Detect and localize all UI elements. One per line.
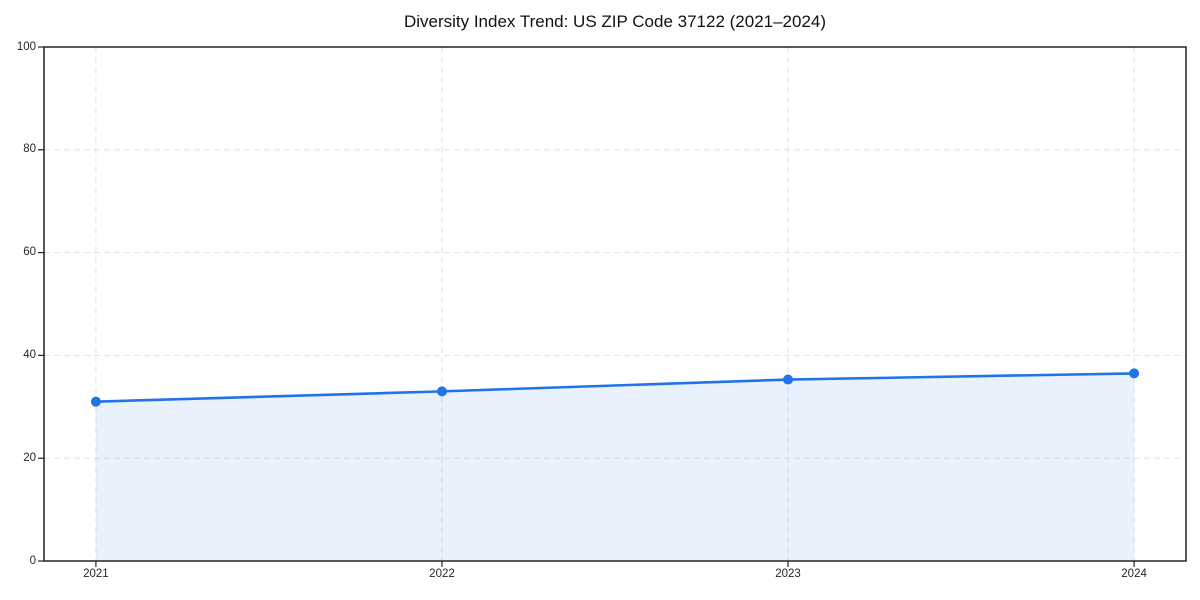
data-point-marker (90, 396, 101, 407)
plot-area (38, 46, 1187, 567)
y-tick-label: 60 (23, 246, 36, 259)
y-tick-label: 80 (23, 143, 36, 156)
x-tick-label: 2022 (429, 568, 455, 580)
y-tick-label: 100 (16, 40, 36, 53)
x-tick-label: 2024 (1121, 568, 1147, 580)
area-fill (95, 373, 1135, 561)
y-tick-label: 20 (23, 451, 36, 464)
y-tick-label: 0 (29, 554, 36, 567)
data-point-marker (436, 386, 447, 397)
plot-spines (43, 46, 1187, 562)
chart-title: Diversity Index Trend: US ZIP Code 37122… (403, 12, 827, 31)
trend-line (94, 372, 1136, 403)
data-point-marker (783, 374, 794, 385)
data-point-marker (1129, 368, 1140, 379)
y-tick-label: 40 (23, 348, 36, 361)
x-tick-label: 2021 (83, 568, 109, 580)
line-chart-svg (38, 46, 1187, 567)
x-tick-label: 2023 (775, 568, 801, 580)
